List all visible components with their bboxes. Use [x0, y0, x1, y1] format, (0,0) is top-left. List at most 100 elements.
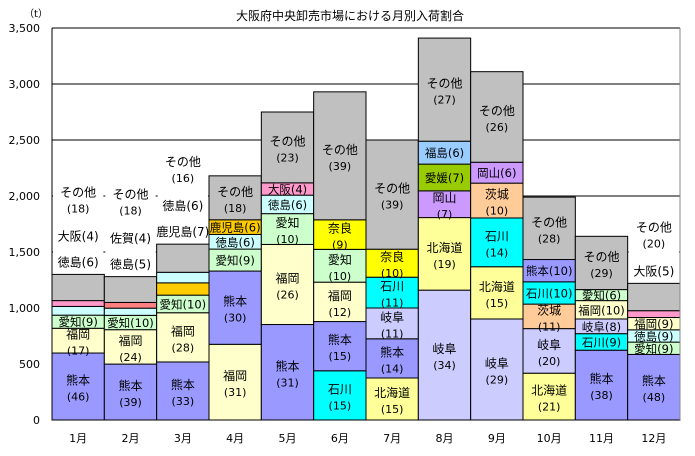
bar-segment — [417, 190, 472, 219]
segment-label: 熊本 — [642, 373, 666, 388]
segment-label: 岐阜 — [380, 310, 404, 324]
bar-segment — [470, 318, 524, 421]
x-tick-label: 9月 — [488, 432, 506, 445]
segment-label: その他 — [165, 155, 201, 169]
segment-label: (16) — [172, 172, 195, 185]
segment-label: 大阪(4) — [58, 229, 99, 243]
segment-label: (28) — [538, 232, 561, 245]
segment-label: (28) — [172, 341, 195, 354]
segment-label: 徳島(6) — [268, 198, 307, 212]
segment-label: その他 — [479, 104, 515, 118]
bar-segment — [627, 310, 681, 319]
bar-segment — [103, 276, 158, 303]
x-tick-label: 11月 — [589, 432, 614, 445]
segment-label: 福岡(9) — [634, 317, 673, 331]
segment-label: 大阪(4) — [268, 183, 307, 197]
y-tick-label: 1,000 — [9, 302, 41, 315]
segment-label: (10) — [486, 205, 509, 218]
segment-label: (7) — [437, 208, 453, 221]
segment-label: (39) — [119, 396, 142, 409]
segment-label: (14) — [486, 246, 509, 259]
segment-label: 石川 — [485, 229, 509, 243]
label-background — [105, 192, 156, 276]
segment-label: 福岡 — [171, 323, 195, 338]
segment-label: 岡山 — [432, 191, 456, 205]
segment-label: 愛知(10) — [160, 297, 207, 311]
segment-label: (34) — [433, 359, 456, 372]
segment-label: (30) — [224, 312, 247, 325]
bar-segment — [51, 327, 105, 354]
segment-label: (17) — [67, 345, 90, 358]
bar-segment — [156, 271, 210, 284]
segment-label: (20) — [643, 237, 666, 250]
bar-segment — [103, 363, 158, 421]
segment-label: (11) — [538, 320, 561, 333]
y-tick-label: 2,500 — [9, 134, 41, 147]
bar-segment — [522, 196, 576, 261]
bar-segment — [522, 303, 576, 330]
bar-segment — [208, 270, 262, 345]
bar-segment — [103, 329, 158, 365]
bar-segment — [51, 273, 105, 302]
segment-label: 福岡 — [118, 333, 142, 348]
segment-label: 茨城 — [485, 188, 509, 202]
segment-label: 熊本 — [328, 332, 352, 347]
segment-label: (15) — [381, 403, 404, 416]
segment-label: その他 — [426, 77, 462, 91]
bar-segment — [103, 301, 158, 309]
x-tick-label: 1月 — [69, 432, 87, 445]
bar-segment — [260, 213, 315, 245]
segment-label: 愛知(9) — [216, 254, 255, 268]
bar-segment — [417, 163, 472, 192]
segment-label: 熊本 — [223, 294, 247, 309]
segment-label: 岐阜 — [485, 356, 509, 370]
segment-label: (15) — [329, 399, 352, 412]
bar-segment — [208, 175, 262, 221]
segment-label: (26) — [486, 121, 509, 134]
bar-segment — [470, 71, 524, 163]
x-tick-label: 4月 — [226, 432, 244, 445]
bar-segment — [260, 243, 315, 326]
segment-label: その他 — [112, 188, 148, 202]
segment-label: 愛知(10) — [107, 316, 154, 330]
bar-segment — [365, 338, 419, 379]
segment-label: (48) — [643, 391, 666, 404]
bar-segment — [51, 300, 105, 307]
segment-label: 愛知 — [275, 216, 299, 230]
segment-label: 愛知(6) — [582, 289, 621, 303]
segment-label: 徳島(6) — [58, 254, 99, 269]
bar-segment — [627, 282, 681, 312]
segment-label: (39) — [381, 199, 404, 212]
segment-label: 徳島(6) — [216, 235, 255, 249]
segment-label: 熊本 — [589, 371, 613, 386]
bar-segment — [103, 307, 158, 316]
bar-segment — [470, 217, 524, 268]
segment-label: (38) — [590, 389, 613, 402]
segment-label: 熊本 — [118, 378, 142, 393]
segment-label: 熊本(10) — [526, 264, 573, 278]
segment-label: 鹿児島(6) — [210, 221, 261, 235]
segment-label: (15) — [486, 297, 509, 310]
bar-segment — [417, 289, 472, 421]
bar-segment — [313, 248, 367, 283]
segment-label: (27) — [433, 94, 456, 107]
segment-label: 石川 — [380, 280, 404, 294]
segment-label: 北海道 — [531, 383, 567, 398]
segment-label: 大阪(5) — [633, 264, 674, 278]
segment-label: (18) — [119, 205, 142, 218]
segment-label: (33) — [172, 395, 195, 408]
segment-label: その他 — [374, 182, 410, 196]
x-tick-label: 12月 — [641, 432, 666, 445]
y-tick-label: 2,000 — [9, 190, 41, 203]
x-tick-label: 2月 — [122, 432, 140, 445]
segment-label: 熊本 — [380, 344, 404, 359]
segment-label: (24) — [119, 351, 142, 364]
segment-label: (31) — [276, 376, 299, 389]
segment-label: その他 — [583, 250, 619, 264]
bar-segment — [156, 361, 210, 421]
y-axis-unit: （t） — [24, 8, 48, 20]
segment-label: 茨城 — [537, 303, 561, 317]
segment-label: その他 — [60, 185, 96, 199]
segment-label: (21) — [538, 401, 561, 414]
